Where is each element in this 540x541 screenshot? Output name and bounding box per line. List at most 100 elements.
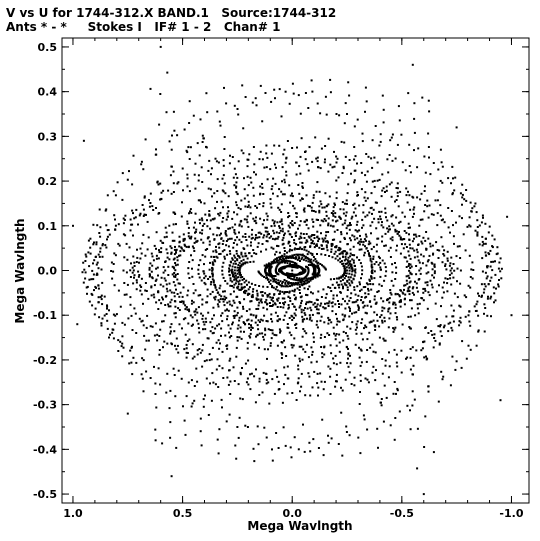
uv-point	[370, 232, 372, 235]
uv-point	[210, 399, 213, 402]
uv-point	[267, 348, 269, 351]
uv-point	[441, 261, 444, 264]
uv-point	[144, 289, 147, 292]
uv-point	[363, 251, 366, 254]
uv-point	[82, 281, 85, 284]
uv-point	[337, 284, 340, 287]
uv-point	[411, 291, 414, 294]
uv-point	[441, 245, 444, 248]
uv-point	[442, 291, 445, 294]
uv-point	[464, 315, 467, 318]
uv-point	[188, 100, 191, 103]
uv-point	[164, 261, 167, 263]
uv-point	[174, 276, 177, 278]
uv-point	[303, 450, 306, 453]
uv-point	[327, 170, 330, 173]
uv-point	[252, 194, 255, 197]
uv-point	[253, 375, 256, 378]
uv-point	[251, 290, 254, 293]
uv-point	[237, 206, 240, 209]
uv-point	[265, 320, 268, 322]
uv-point	[290, 264, 293, 267]
uv-point	[335, 179, 338, 182]
uv-point	[335, 155, 338, 158]
uv-point	[304, 92, 307, 94]
uv-point	[395, 392, 397, 395]
uv-point	[106, 235, 109, 238]
uv-point	[336, 320, 339, 323]
uv-point	[360, 265, 363, 268]
uv-point	[141, 357, 144, 360]
uv-point	[382, 420, 385, 423]
uv-point	[204, 394, 206, 397]
uv-point	[246, 347, 249, 350]
uv-point	[148, 275, 151, 278]
uv-point	[323, 353, 326, 356]
uv-point	[254, 205, 257, 207]
uv-point	[209, 382, 211, 385]
uv-point	[271, 276, 274, 279]
uv-point	[309, 264, 312, 266]
uv-point	[278, 293, 281, 295]
uv-point	[145, 213, 147, 216]
uv-point	[443, 249, 446, 252]
uv-point	[401, 291, 404, 294]
uv-point	[235, 278, 238, 281]
uv-point	[84, 277, 87, 280]
uv-point	[186, 340, 189, 342]
uv-point	[111, 331, 114, 334]
uv-point	[415, 265, 418, 267]
uv-point	[283, 383, 285, 386]
uv-point	[394, 228, 397, 231]
uv-point	[394, 230, 397, 233]
uv-point	[262, 193, 265, 195]
uv-point	[361, 338, 364, 341]
uv-point	[247, 184, 250, 187]
uv-point	[176, 263, 179, 266]
uv-point	[487, 283, 490, 285]
uv-point	[454, 368, 457, 371]
uv-point	[232, 315, 235, 317]
uv-point	[110, 261, 113, 264]
uv-point	[391, 236, 394, 239]
uv-point	[255, 335, 257, 338]
uv-point	[360, 361, 363, 364]
uv-point	[345, 275, 347, 277]
uv-point	[327, 302, 330, 305]
uv-point	[218, 364, 221, 367]
uv-point	[303, 280, 306, 283]
uv-point	[146, 248, 149, 251]
uv-point	[319, 112, 322, 115]
uv-point	[157, 367, 160, 370]
uv-point	[493, 238, 496, 241]
uv-point	[238, 231, 240, 234]
uv-point	[227, 245, 230, 248]
uv-point	[172, 258, 175, 261]
uv-point	[350, 263, 353, 266]
uv-point	[206, 295, 209, 298]
uv-point	[290, 456, 293, 459]
uv-point	[276, 237, 279, 240]
uv-point	[416, 290, 419, 293]
uv-point	[289, 282, 292, 285]
uv-point	[208, 214, 211, 217]
uv-point	[254, 238, 257, 241]
uv-point	[126, 178, 129, 181]
uv-point	[304, 350, 307, 353]
uv-point	[211, 266, 214, 269]
uv-point	[363, 196, 366, 199]
uv-point	[216, 110, 219, 113]
uv-point	[100, 322, 103, 325]
uv-point	[294, 265, 297, 268]
uv-point	[451, 355, 454, 358]
uv-point	[311, 353, 314, 356]
uv-point	[348, 315, 351, 318]
uv-point	[211, 317, 214, 320]
uv-point	[255, 222, 258, 225]
uv-point	[293, 265, 296, 268]
uv-point	[249, 244, 252, 247]
uv-point	[240, 199, 243, 202]
uv-point	[287, 276, 289, 279]
uv-point	[280, 258, 283, 261]
